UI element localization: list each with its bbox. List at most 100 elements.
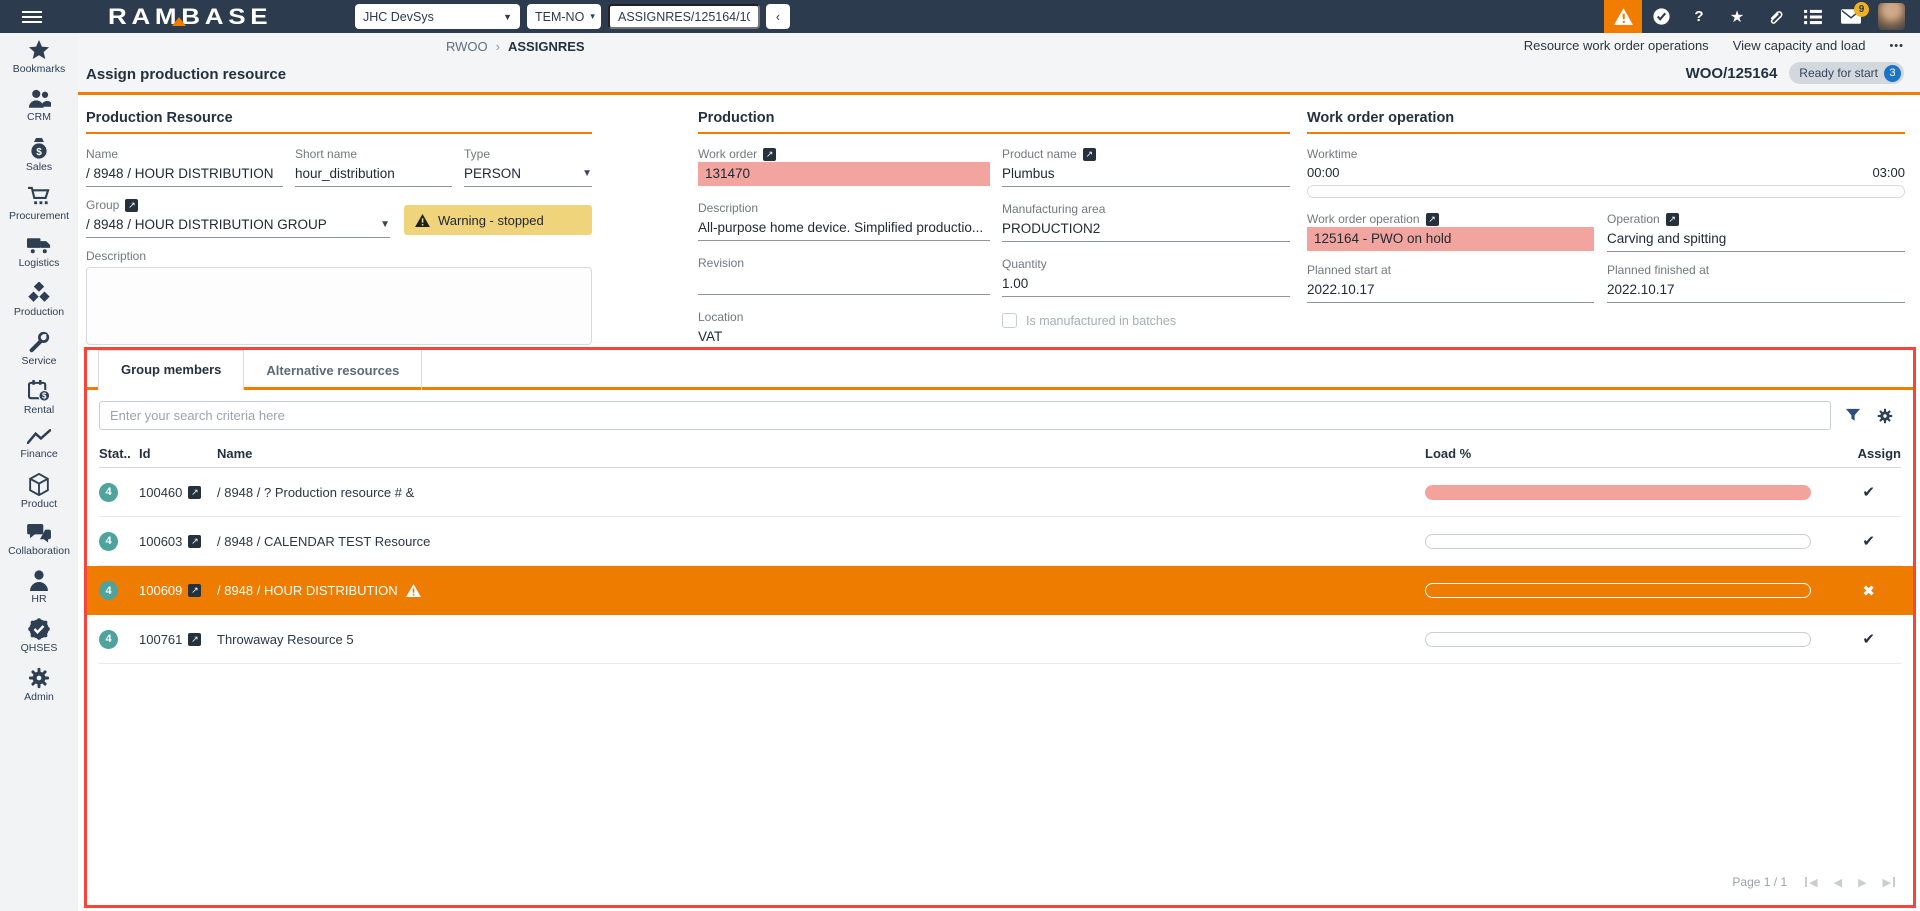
wo-operation-value-error[interactable]: 125164 - PWO on hold (1307, 227, 1594, 251)
document-nav-input[interactable] (608, 4, 760, 29)
column-assign[interactable]: Assign (1857, 446, 1901, 461)
open-link-icon[interactable] (763, 147, 777, 161)
more-options-icon[interactable]: ••• (1889, 39, 1904, 52)
content-area: RWOO › ASSIGNRES Resource work order opera… (78, 33, 1920, 911)
sidebar-item-rental[interactable]: $ Rental (0, 373, 78, 422)
table-row-selected[interactable]: 4 100609 / 8948 / HOUR DISTRIBUTION ✖ (87, 566, 1913, 615)
open-link-icon[interactable] (188, 534, 202, 548)
section-production: Production Work order 131470 Description… (698, 110, 1290, 350)
user-menu-button[interactable] (1872, 0, 1910, 33)
work-order-id: WOO/125164 (1685, 64, 1778, 82)
sidebar-item-admin[interactable]: Admin (0, 660, 78, 709)
sidebar-item-bookmarks[interactable]: Bookmarks (0, 33, 78, 81)
product-name-field[interactable]: Product name Plumbus (1002, 146, 1290, 187)
planned-finished-field[interactable]: Planned finished at 2022.10.17 (1607, 262, 1905, 303)
chart-line-icon (27, 429, 51, 445)
logo-accent-triangle (172, 17, 186, 26)
sidebar-item-service[interactable]: Service (0, 324, 78, 373)
open-link-icon[interactable] (1082, 147, 1096, 161)
sidebar-item-collaboration[interactable]: Collaboration (0, 516, 78, 563)
breadcrumb-parent[interactable]: RWOO (446, 39, 488, 54)
open-link-icon[interactable] (188, 632, 202, 646)
alerts-button[interactable] (1604, 0, 1642, 33)
column-load[interactable]: Load % (1425, 446, 1472, 461)
help-button[interactable]: ? (1680, 0, 1718, 33)
system-select[interactable]: JHC DevSys ▼ (355, 4, 520, 29)
approvals-button[interactable] (1642, 0, 1680, 33)
open-link-icon[interactable] (1665, 212, 1679, 226)
sidebar-item-finance[interactable]: Finance (0, 422, 78, 466)
unassign-button[interactable]: ✖ (1862, 582, 1875, 600)
chevron-down-icon: ▾ (590, 11, 595, 21)
chat-bubbles-icon (26, 523, 51, 543)
name-field[interactable]: Name / 8948 / HOUR DISTRIBUTION (86, 146, 283, 187)
favorites-button[interactable]: ★ (1718, 0, 1756, 33)
location-field[interactable]: Location VAT (698, 309, 990, 350)
open-link-icon[interactable] (188, 485, 202, 499)
filter-icon[interactable] (1845, 408, 1861, 424)
revision-field[interactable]: Revision (698, 255, 990, 295)
manufacturing-area-field[interactable]: Manufacturing area PRODUCTION2 (1002, 201, 1290, 242)
back-button[interactable]: ‹ (766, 4, 790, 29)
sidebar-item-production[interactable]: Production (0, 275, 78, 324)
caret-down-icon: ▼ (503, 11, 512, 22)
is-manufactured-in-batches-checkbox[interactable] (1002, 313, 1017, 328)
open-link-icon[interactable] (125, 198, 139, 212)
list-icon (1804, 9, 1822, 24)
badge-check-icon (28, 618, 50, 640)
resource-warning-banner: Warning - stopped (404, 205, 592, 235)
work-order-operation-field[interactable]: Work order operation 125164 - PWO on hol… (1307, 211, 1594, 252)
description-textarea[interactable] (86, 267, 592, 345)
work-order-value-error[interactable]: 131470 (698, 162, 990, 186)
previous-page-button[interactable]: ◀ (1833, 876, 1843, 889)
open-link-icon[interactable] (1425, 212, 1439, 226)
assign-button[interactable]: ✔ (1862, 631, 1875, 648)
production-description-field[interactable]: Description All-purpose home device. Sim… (698, 200, 990, 241)
sidebar-item-procurement[interactable]: Procurement (0, 179, 78, 228)
sidebar-item-qhses[interactable]: QHSES (0, 611, 78, 660)
sidebar-item-logistics[interactable]: Logistics (0, 228, 78, 275)
page-title: Assign production resource (86, 66, 287, 83)
status-badge[interactable]: Ready for start 3 (1789, 62, 1904, 84)
tab-alternative-resources[interactable]: Alternative resources (244, 350, 423, 390)
assign-button[interactable]: ✔ (1862, 533, 1875, 550)
hamburger-menu-icon[interactable] (22, 8, 42, 24)
planned-start-field[interactable]: Planned start at 2022.10.17 (1307, 262, 1594, 303)
users-icon (28, 89, 51, 108)
attachments-button[interactable] (1756, 0, 1794, 33)
sidebar-item-sales[interactable]: $ Sales (0, 129, 78, 179)
open-link-icon[interactable] (188, 584, 202, 597)
quantity-field[interactable]: Quantity 1.00 (1002, 256, 1290, 297)
resource-work-order-operations-link[interactable]: Resource work order operations (1523, 38, 1709, 53)
sidebar-item-crm[interactable]: CRM (0, 81, 78, 129)
search-input[interactable] (99, 401, 1831, 430)
table-row[interactable]: 4 100460 / 8948 / ? Production resource … (99, 468, 1901, 517)
type-select[interactable]: Type PERSON ▼ (464, 146, 592, 187)
star-icon (28, 40, 50, 59)
group-select[interactable]: Group / 8948 / HOUR DISTRIBUTION GROUP ▼ (86, 197, 390, 238)
table-row[interactable]: 4 100761 Throwaway Resource 5 ✔ (99, 615, 1901, 664)
table-row[interactable]: 4 100603 / 8948 / CALENDAR TEST Resource… (99, 517, 1901, 566)
messages-button[interactable]: 9 (1832, 0, 1870, 33)
caret-down-icon: ▼ (582, 168, 592, 179)
view-capacity-and-load-link[interactable]: View capacity and load (1732, 38, 1866, 53)
sidebar-item-product[interactable]: Product (0, 466, 78, 516)
gear-icon[interactable] (1877, 408, 1893, 424)
assign-button[interactable]: ✔ (1862, 484, 1875, 501)
sidebar-item-hr[interactable]: HR (0, 563, 78, 611)
next-page-button[interactable]: ▶ (1858, 876, 1867, 889)
column-name[interactable]: Name (217, 446, 253, 461)
wrench-icon (29, 331, 50, 353)
operation-field[interactable]: Operation Carving and spitting (1607, 211, 1905, 252)
resource-description-field[interactable]: Description (86, 248, 592, 345)
task-list-button[interactable] (1794, 0, 1832, 33)
column-status[interactable]: Stat... (99, 446, 131, 461)
database-select[interactable]: TEM-NO ▾ (527, 4, 601, 29)
first-page-button[interactable]: ◀ (1805, 876, 1817, 889)
column-id[interactable]: Id (139, 446, 151, 461)
work-order-field[interactable]: Work order 131470 (698, 146, 990, 186)
tab-group-members[interactable]: Group members (98, 350, 245, 390)
short-name-field[interactable]: Short name hour_distribution (295, 146, 452, 187)
last-page-button[interactable]: ▶ (1883, 876, 1895, 889)
